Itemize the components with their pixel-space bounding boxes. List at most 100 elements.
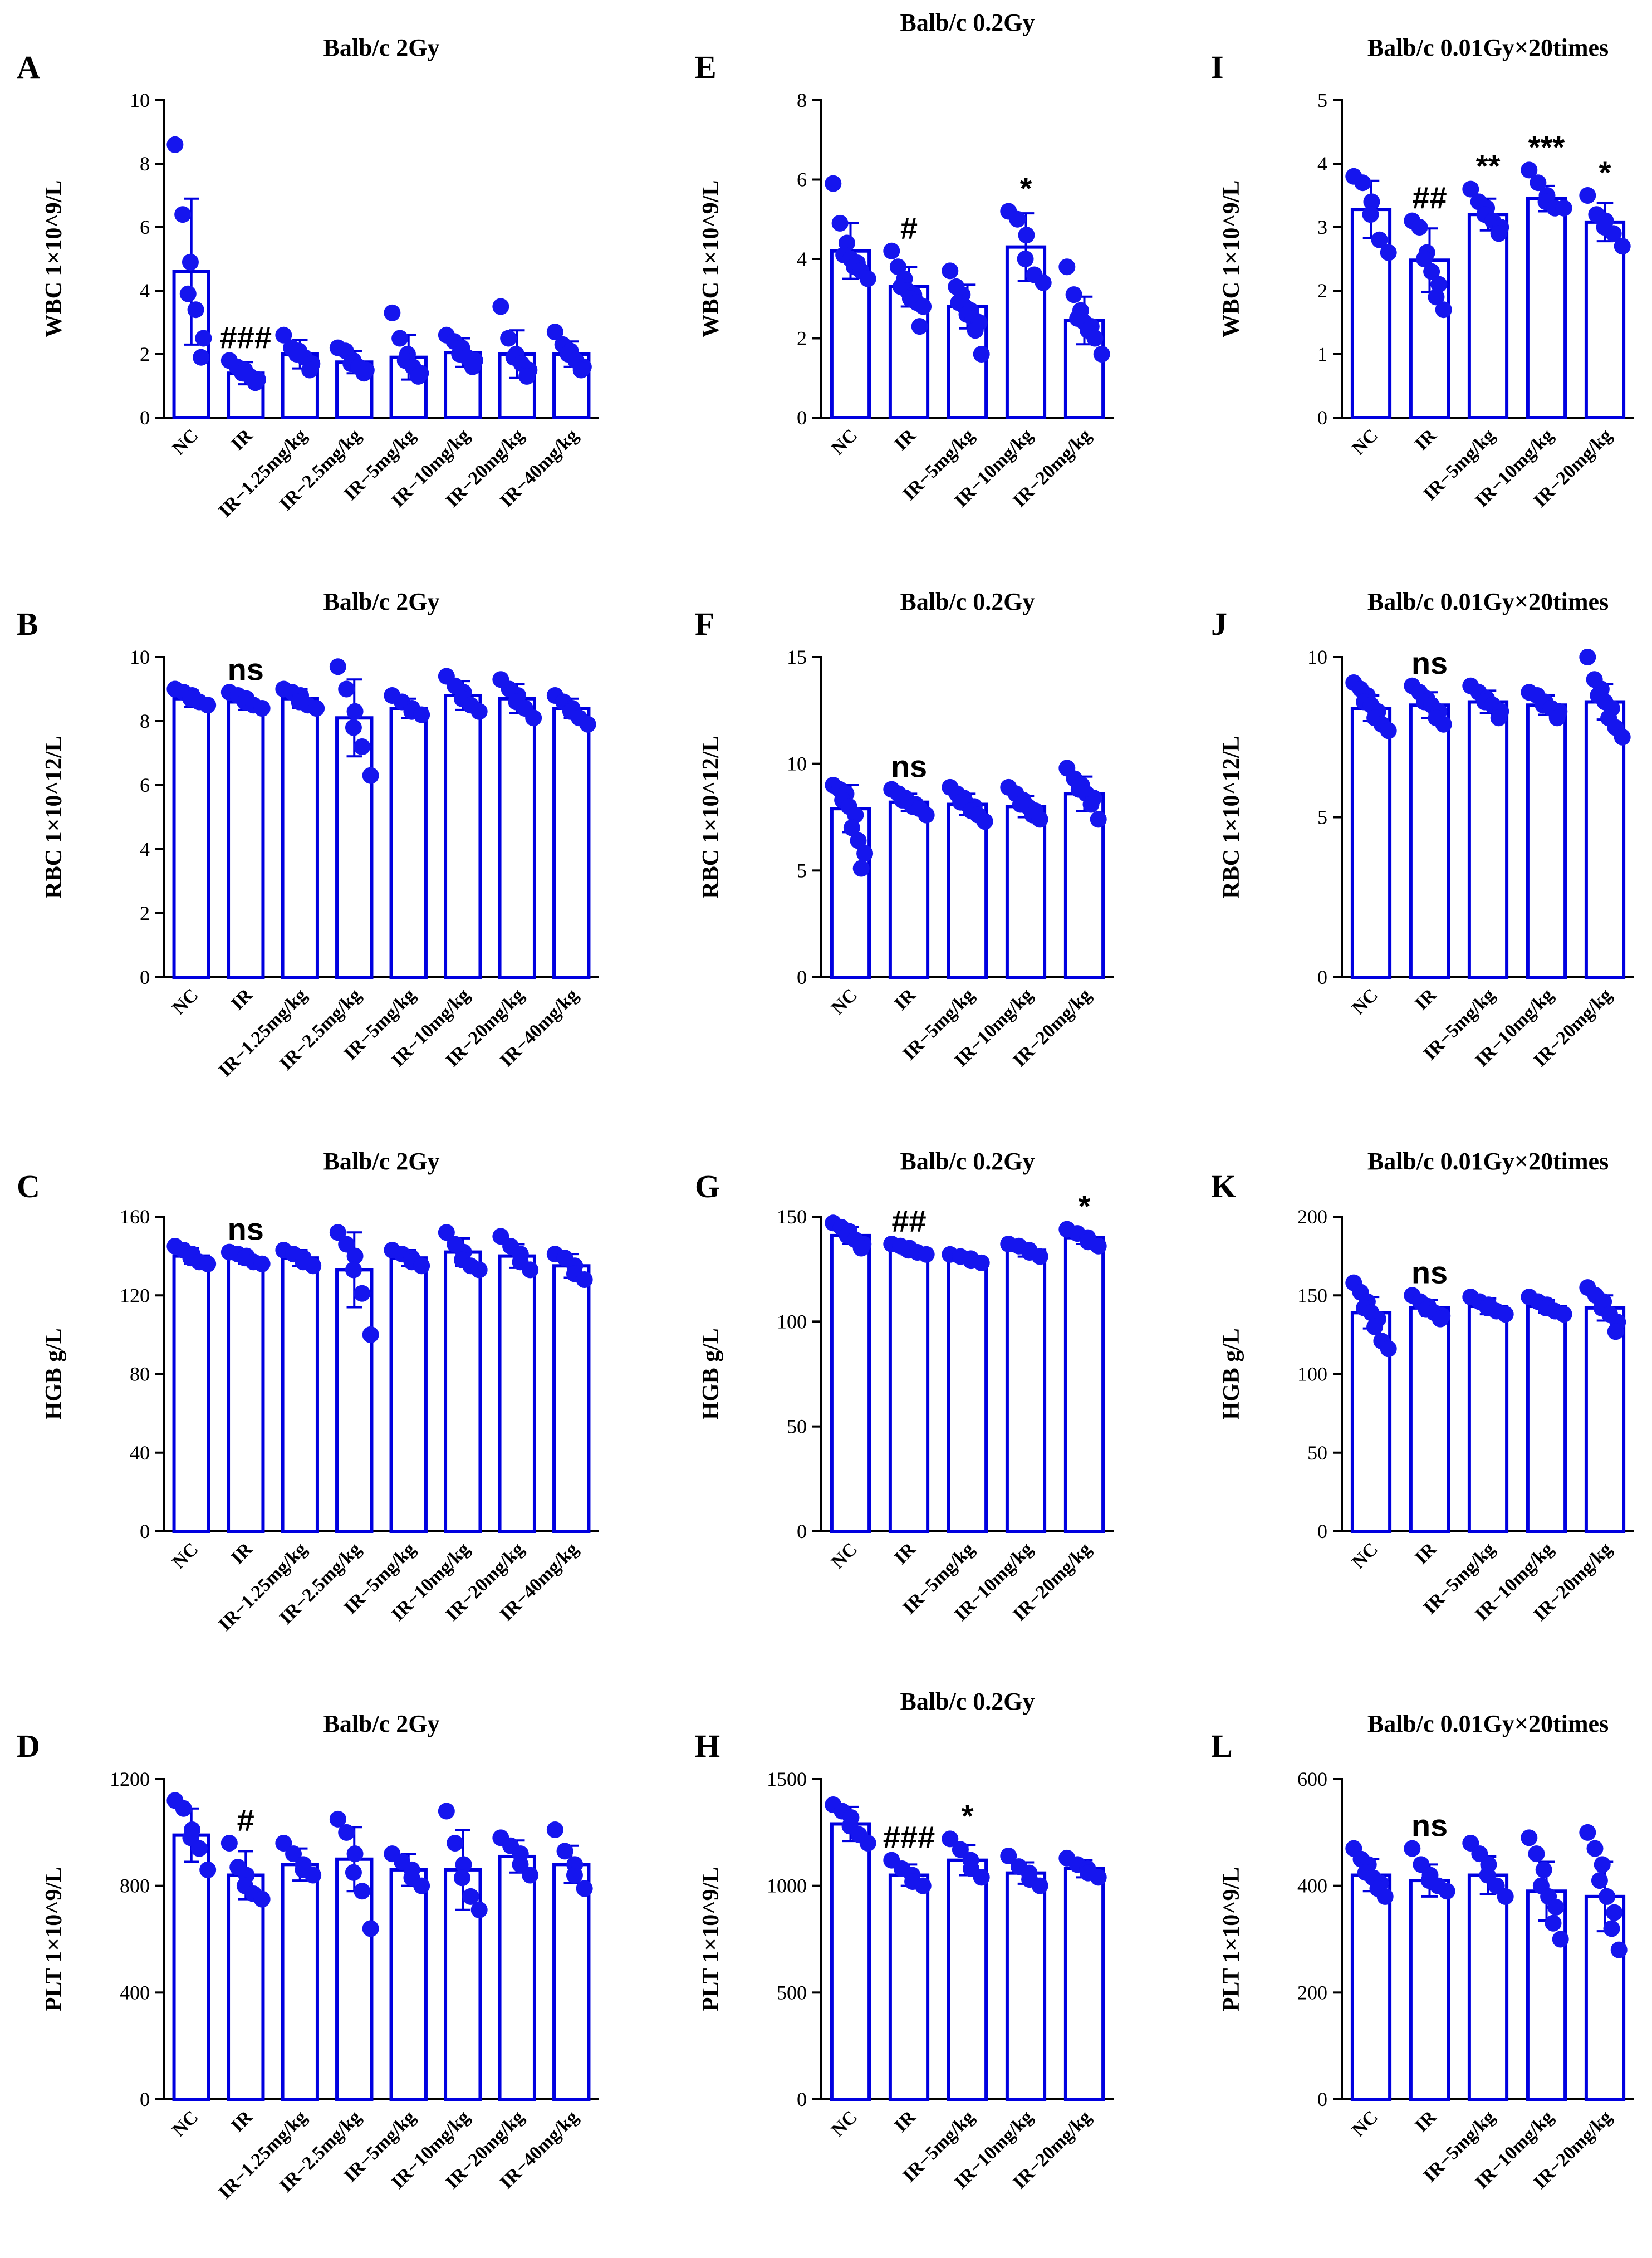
data-point (1363, 193, 1380, 210)
data-point (1535, 1861, 1552, 1878)
data-point (859, 1835, 876, 1852)
chart-title: Balb/c 0.2Gy (900, 1148, 1035, 1175)
significance-label: ns (1411, 645, 1448, 680)
y-tick-label: 0 (797, 406, 807, 429)
data-point (354, 1883, 371, 1900)
data-point (346, 703, 364, 720)
y-tick-label: 1200 (110, 1768, 150, 1790)
bar (1063, 1867, 1105, 2101)
bar (1584, 1306, 1626, 1534)
significance-label: ns (891, 749, 927, 784)
data-point (1430, 276, 1448, 293)
data-point (220, 1835, 238, 1852)
data-point (1614, 238, 1631, 255)
bar (444, 694, 482, 979)
y-axis-label: PLT 1×10^9/L (698, 1867, 724, 2012)
significance-label: ### (883, 1820, 935, 1855)
x-tick-label: IR (1411, 984, 1440, 1014)
bar (389, 1256, 428, 1533)
bar (444, 1250, 482, 1533)
data-point (1090, 811, 1107, 828)
data-point (1432, 1310, 1449, 1328)
data-point (362, 1920, 379, 1937)
panel-letter: F (695, 606, 714, 642)
data-point (859, 270, 876, 287)
data-point (384, 304, 401, 321)
y-axis-label: RBC 1×10^12/L (698, 736, 724, 898)
data-point (346, 1247, 364, 1265)
data-point (556, 1843, 573, 1860)
x-tick-label: IR (890, 984, 920, 1014)
y-tick-label: 0 (140, 406, 150, 429)
panel-letter: J (1211, 606, 1227, 642)
x-tick-label: NC (169, 425, 203, 459)
data-point (918, 806, 935, 824)
bar (1584, 220, 1626, 419)
panel-letter: H (695, 1728, 720, 1764)
y-tick-label: 400 (120, 1981, 150, 2004)
data-point (199, 697, 217, 714)
panel-letter: B (17, 606, 38, 642)
y-tick-label: 5 (797, 859, 807, 881)
panel-letter: A (17, 49, 40, 85)
significance-label: # (237, 1803, 254, 1838)
data-point (1031, 1248, 1048, 1265)
y-tick-label: 5 (1317, 89, 1327, 111)
bar (1526, 703, 1567, 979)
bar (335, 716, 374, 979)
x-tick-label: IR (890, 1539, 920, 1568)
data-point (1423, 263, 1440, 280)
data-point (329, 658, 346, 675)
data-point (308, 700, 325, 717)
data-point (470, 1901, 488, 1918)
data-point (852, 1240, 870, 1257)
bar (947, 802, 988, 979)
y-tick-label: 0 (1317, 2088, 1327, 2110)
significance-label: ## (891, 1203, 926, 1238)
y-axis-label: RBC 1×10^12/L (41, 736, 67, 898)
data-point (345, 1864, 362, 1881)
data-point (462, 1888, 479, 1905)
y-tick-label: 2 (797, 327, 807, 350)
data-point (1018, 227, 1035, 244)
bar (1409, 703, 1450, 979)
data-point (576, 1880, 593, 1897)
y-tick-label: 0 (1317, 406, 1327, 429)
x-tick-label: NC (827, 425, 861, 459)
data-point (883, 242, 900, 259)
data-point (275, 1835, 292, 1852)
data-point (190, 1840, 208, 1857)
data-point (1614, 728, 1631, 746)
bar (498, 1854, 536, 2101)
bar (552, 1264, 591, 1533)
data-point (1086, 330, 1104, 347)
x-tick-label: NC (1348, 425, 1382, 459)
y-tick-label: 1000 (767, 1875, 807, 1897)
significance-label: ns (1411, 1808, 1448, 1843)
data-point (391, 330, 409, 347)
significance-label: ns (228, 652, 264, 687)
bar (1063, 1236, 1105, 1534)
data-point (973, 1869, 990, 1886)
y-tick-label: 4 (140, 280, 150, 302)
y-tick-label: 2 (1317, 280, 1327, 302)
chart-title: Balb/c 0.01Gy×20times (1367, 1148, 1609, 1175)
bar (227, 1256, 265, 1533)
y-tick-label: 6 (797, 169, 807, 191)
bar (888, 1873, 930, 2101)
bar (335, 1268, 374, 1533)
significance-label: ### (220, 320, 272, 355)
panel-letter: D (17, 1728, 40, 1764)
data-point (247, 374, 264, 391)
significance-label: * (1079, 1189, 1091, 1224)
bar (1584, 700, 1626, 979)
data-point (1035, 274, 1052, 291)
x-tick-label: IR (227, 1539, 257, 1568)
data-point (518, 368, 536, 385)
panel-l: L Balb/c 0.01Gy×20times PLT 1×10^9/L 0 200 40… (1211, 1710, 1634, 2193)
x-tick-label: NC (1348, 984, 1382, 1018)
data-point (1605, 225, 1622, 242)
y-tick-label: 0 (140, 2088, 150, 2110)
data-point (174, 206, 192, 223)
y-axis-label: WBC 1×10^9/L (698, 180, 724, 338)
